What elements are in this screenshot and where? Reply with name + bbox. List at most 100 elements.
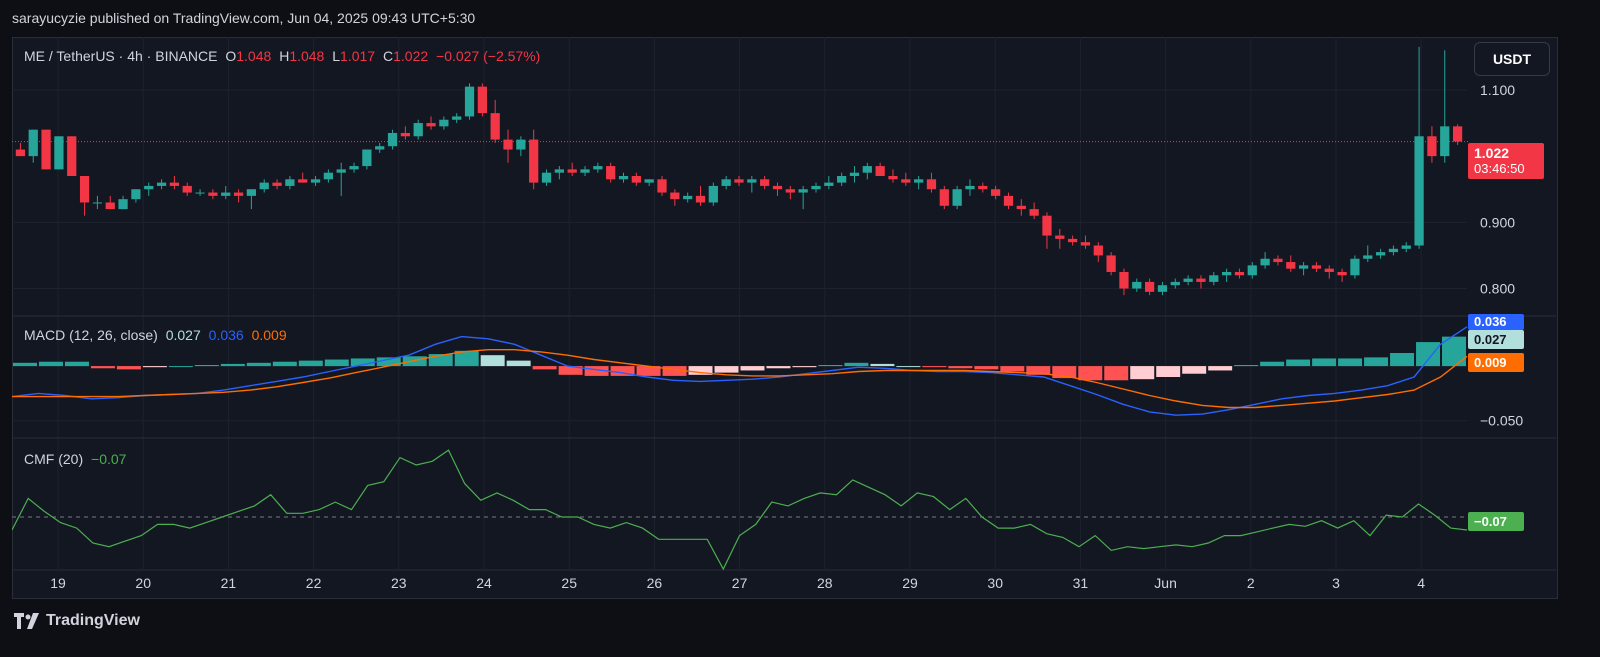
candle-body <box>1042 215 1052 236</box>
open-label: O <box>225 48 237 64</box>
candle-body <box>28 129 38 157</box>
candle-body <box>721 179 731 186</box>
macd-histogram-bar <box>454 350 479 367</box>
macd-title[interactable]: MACD (12, 26, close) <box>24 327 158 343</box>
candle-body <box>221 192 231 196</box>
candle-body <box>246 189 257 196</box>
macd-histogram-bar <box>324 359 349 367</box>
candle-body <box>593 166 603 170</box>
macd-axis-label: −0.050 <box>1480 413 1523 429</box>
macd-legend: MACD (12, 26, close) 0.027 0.036 0.009 <box>24 327 291 343</box>
low-value: 1.017 <box>340 48 376 64</box>
candle-body <box>618 176 629 180</box>
candle-body <box>1170 281 1180 286</box>
price-axis-label: 0.900 <box>1480 214 1515 230</box>
candle-body <box>1440 126 1450 157</box>
candle-body <box>195 192 205 194</box>
price-axis-label: 1.100 <box>1480 82 1515 98</box>
candle-body <box>426 123 436 127</box>
candle-body <box>926 179 937 190</box>
candle-body <box>1375 252 1386 256</box>
candle-body <box>952 189 962 206</box>
macd-histogram-bar <box>1130 366 1155 380</box>
currency-button[interactable]: USDT <box>1474 42 1550 76</box>
x-tick-label: 28 <box>817 575 833 591</box>
macd-histogram-bar <box>558 366 583 375</box>
macd-hist-value: 0.027 <box>165 327 201 343</box>
candle-body <box>208 192 218 196</box>
macd-signal-value: 0.009 <box>251 327 287 343</box>
candle-body <box>1157 285 1168 292</box>
macd-histogram-bar <box>896 366 921 368</box>
price-axis-label: 0.800 <box>1480 281 1515 297</box>
candle-body <box>1145 281 1155 292</box>
high-label: H <box>279 48 290 64</box>
macd-histogram-bar <box>246 362 271 367</box>
macd-histogram-bar <box>272 361 297 367</box>
price-legend: ME / TetherUS · 4h · BINANCE O1.048 H1.0… <box>24 48 544 64</box>
low-label: L <box>332 48 341 64</box>
macd-histogram-bar <box>1156 366 1181 377</box>
macd-histogram-bar <box>714 366 739 373</box>
candle-body <box>670 192 680 200</box>
candle-body <box>413 123 423 137</box>
macd-histogram-bar <box>636 366 661 376</box>
macd-histogram-bar <box>116 366 141 370</box>
macd-signal-tag: 0.009 <box>1468 353 1524 372</box>
candle-body <box>991 189 1001 196</box>
candle-body <box>1273 258 1283 263</box>
macd-histogram-bar <box>506 360 531 367</box>
macd-histogram-bar <box>1026 366 1051 375</box>
candle-body <box>875 166 885 176</box>
macd-histogram-bar <box>688 366 713 375</box>
candle-body <box>79 176 90 203</box>
candle-body <box>503 139 513 150</box>
candle-body <box>1363 255 1373 259</box>
macd-histogram-bar <box>1104 366 1129 381</box>
candle-body <box>1093 245 1103 256</box>
candle-body <box>298 179 308 183</box>
candle-body <box>1452 126 1463 142</box>
candle-body <box>772 185 783 190</box>
macd-histogram-bar <box>298 360 323 367</box>
tradingview-brand[interactable]: TradingView <box>14 612 140 630</box>
candle-body <box>862 166 872 173</box>
x-tick-label: 25 <box>561 575 577 591</box>
candle-body <box>580 169 590 173</box>
candle-body <box>683 195 693 200</box>
macd-hist-tag: 0.027 <box>1468 330 1524 349</box>
candle-body <box>1388 248 1399 253</box>
chart-canvas[interactable]: 19 20 21 22 23 24 25 26 27 28 29 30 31 Jun 2 3 41.1000.9… <box>12 37 1556 597</box>
macd-histogram-bar <box>194 365 219 367</box>
cmf-value-tag: −0.07 <box>1468 512 1524 531</box>
candle-body <box>1350 258 1360 276</box>
macd-histogram-bar <box>142 366 167 368</box>
macd-histogram-bar <box>974 366 999 370</box>
candle-body <box>567 169 577 173</box>
macd-histogram-bar <box>584 366 609 376</box>
candle-body <box>144 185 154 190</box>
x-tick-label: 29 <box>902 575 918 591</box>
symbol-label[interactable]: ME / TetherUS · 4h · BINANCE <box>24 48 218 64</box>
x-tick-label: 26 <box>647 575 663 591</box>
macd-line-value: 0.036 <box>208 327 244 343</box>
candle-body <box>695 195 706 203</box>
candle-body <box>798 189 808 193</box>
candle-body <box>1414 136 1424 246</box>
macd-histogram-bar <box>1078 366 1103 381</box>
candle-body <box>965 185 975 190</box>
signal-line <box>12 349 1468 409</box>
macd-histogram-bar <box>350 358 375 367</box>
candle-body <box>387 132 398 147</box>
candle-body <box>1196 278 1206 282</box>
candle-body <box>1427 136 1437 157</box>
candle-body <box>259 182 269 190</box>
macd-histogram-bar <box>740 366 765 371</box>
last-price-tag: 1.022 03:46:50 <box>1468 143 1544 179</box>
cmf-title[interactable]: CMF (20) <box>24 451 84 467</box>
candle-body <box>849 172 860 176</box>
candle-body <box>1183 278 1193 282</box>
candle-body <box>939 189 949 206</box>
candle-body <box>747 179 757 183</box>
x-tick-label: 3 <box>1332 575 1340 591</box>
